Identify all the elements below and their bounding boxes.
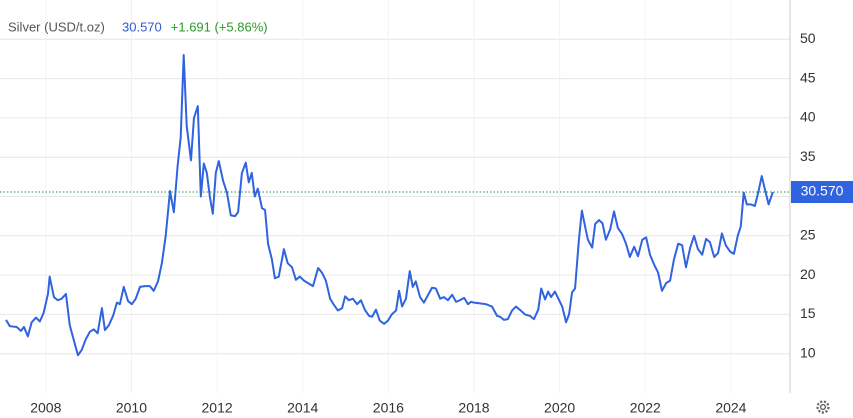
current-price-box: [791, 181, 853, 204]
y-tick-label: 50: [800, 30, 816, 46]
x-tick-label: 2012: [202, 400, 233, 416]
header-price: 30.570: [122, 19, 162, 34]
chart-title: Silver (USD/t.oz): [8, 19, 105, 34]
y-tick-label: 20: [800, 266, 816, 282]
y-tick-label: 15: [800, 305, 816, 321]
x-tick-label: 2014: [287, 400, 318, 416]
x-tick-label: 2020: [544, 400, 575, 416]
y-tick-label: 25: [800, 227, 816, 243]
x-tick-label: 2024: [715, 400, 746, 416]
header-change: +1.691 (+5.86%): [171, 19, 268, 34]
plot: [0, 54, 790, 357]
settings-icon[interactable]: [816, 400, 830, 414]
grid: [0, 0, 790, 393]
current-price-label: 30.570: [801, 183, 844, 199]
y-tick-label: 35: [800, 148, 816, 164]
y-tick-label: 45: [800, 69, 816, 85]
price-line: [5, 54, 774, 357]
x-tick-label: 2016: [373, 400, 404, 416]
x-tick-label: 2010: [116, 400, 147, 416]
labels: 1015202530354045502008201020122014201620…: [30, 30, 853, 416]
x-tick-label: 2008: [30, 400, 61, 416]
y-tick-label: 10: [800, 344, 816, 360]
y-tick-label: 40: [800, 109, 816, 125]
x-tick-label: 2022: [630, 400, 661, 416]
x-tick-label: 2018: [458, 400, 489, 416]
